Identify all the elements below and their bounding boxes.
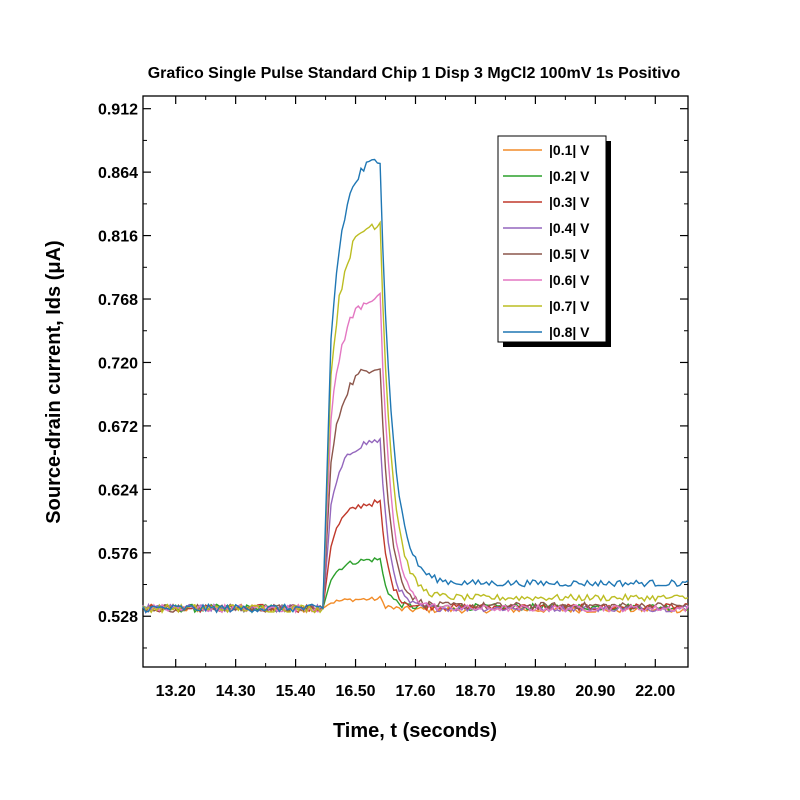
y-tick-label: 0.672 bbox=[98, 419, 138, 436]
legend-label: |0.8| V bbox=[549, 324, 590, 340]
legend-box bbox=[497, 135, 607, 343]
x-tick-label: 13.20 bbox=[156, 683, 196, 700]
y-tick-label: 0.768 bbox=[98, 292, 138, 309]
x-tick-label: 18.70 bbox=[455, 683, 495, 700]
y-tick-label: 0.912 bbox=[98, 102, 138, 119]
legend-label: |0.7| V bbox=[549, 298, 590, 314]
x-tick-label: 22.00 bbox=[635, 683, 675, 700]
x-tick-label: 14.30 bbox=[216, 683, 256, 700]
x-axis-label: Time, t (seconds) bbox=[333, 720, 497, 742]
series-lines bbox=[142, 158, 689, 615]
y-axis-label: Source-drain current, Ids (μA) bbox=[43, 240, 65, 523]
series-line-7 bbox=[142, 220, 689, 614]
legend-label: |0.2| V bbox=[549, 168, 590, 184]
x-tick-label: 15.40 bbox=[276, 683, 316, 700]
y-tick-label: 0.720 bbox=[98, 355, 138, 372]
legend-label: |0.3| V bbox=[549, 194, 590, 210]
x-tick-label: 16.50 bbox=[336, 683, 376, 700]
y-tick-label: 0.864 bbox=[98, 165, 138, 182]
x-tick-label: 19.80 bbox=[515, 683, 555, 700]
legend-label: |0.6| V bbox=[549, 272, 590, 288]
legend-label: |0.1| V bbox=[549, 142, 590, 158]
series-line-4 bbox=[142, 436, 689, 615]
x-tick-label: 20.90 bbox=[575, 683, 615, 700]
series-line-5 bbox=[142, 368, 689, 614]
y-tick-label: 0.576 bbox=[98, 546, 138, 563]
axis-ticks: 13.20 14.30 15.40 16.50 17.60 18.70 19.80 20.90… bbox=[98, 96, 688, 700]
y-tick-label: 0.624 bbox=[98, 482, 138, 499]
legend: |0.1| V |0.2| V |0.3| V |0.4| V |0.5| V |0.6|… bbox=[497, 135, 611, 347]
legend-label: |0.5| V bbox=[549, 246, 590, 262]
legend-label: |0.4| V bbox=[549, 220, 590, 236]
x-tick-label: 17.60 bbox=[395, 683, 435, 700]
y-tick-label: 0.528 bbox=[98, 609, 138, 626]
chart-title: Grafico Single Pulse Standard Chip 1 Dis… bbox=[148, 65, 681, 82]
y-tick-label: 0.816 bbox=[98, 229, 138, 246]
series-line-8 bbox=[142, 158, 689, 614]
